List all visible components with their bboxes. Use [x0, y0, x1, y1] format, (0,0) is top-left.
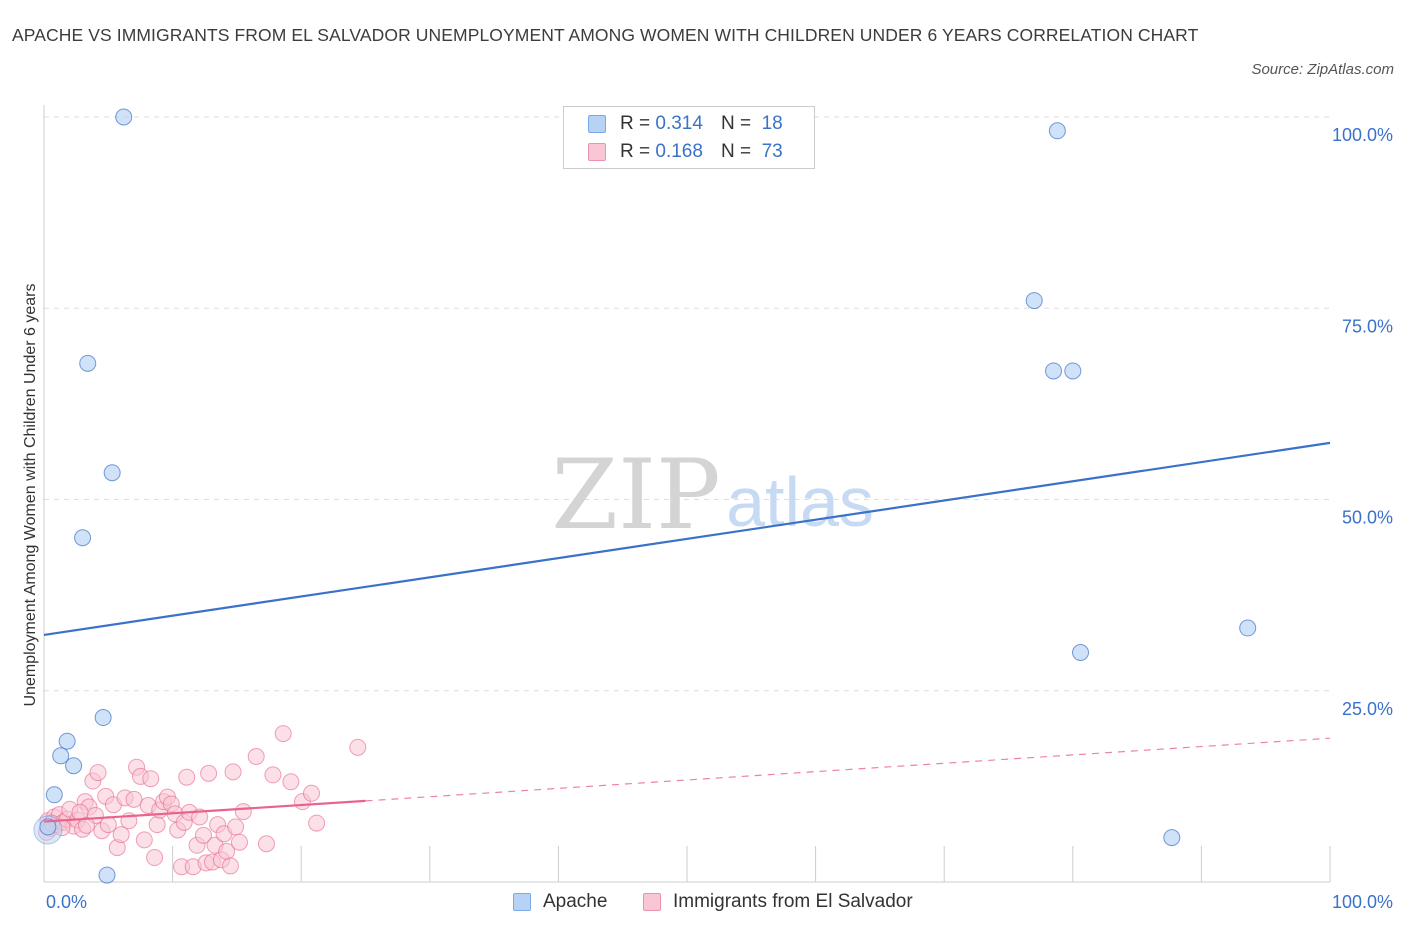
- elsalvador-r-value: 0.168: [655, 141, 703, 162]
- axis-layer: [43, 105, 1331, 883]
- apache-point: [1045, 362, 1063, 380]
- x-tick-label: 0.0%: [46, 892, 87, 912]
- apache-point: [74, 529, 92, 547]
- elsalvador-r-label: R =: [620, 141, 651, 162]
- elsalvador-point: [282, 773, 300, 791]
- elsalvador-trend-line: [43, 799, 366, 823]
- y-tick-label: 100.0%: [1332, 125, 1393, 145]
- trend-lines: [43, 441, 1331, 823]
- elsalvador-point: [234, 803, 252, 821]
- grid-layer: [44, 116, 1330, 692]
- elsalvador-point: [194, 826, 212, 844]
- elsalvador-point: [264, 766, 282, 784]
- y-tick-label: 75.0%: [1342, 316, 1393, 336]
- elsalvador-series: [38, 725, 367, 876]
- watermark-atlas: atlas: [726, 463, 874, 541]
- source-label: Source: ZipAtlas.com: [1251, 61, 1394, 78]
- apache-point: [45, 786, 63, 804]
- legend-row-apache: R = 0.314 N = 18: [588, 112, 783, 136]
- elsalvador-point: [302, 784, 320, 802]
- watermark-zip: ZIP: [551, 439, 720, 551]
- y-axis-label: Unemployment Among Women with Children U…: [22, 283, 39, 707]
- tick-labels: 25.0% 50.0% 75.0% 100.0% 0.0% 100.0%: [46, 125, 1393, 912]
- elsalvador-point: [247, 748, 265, 766]
- apache-n-label: N =: [720, 113, 752, 134]
- apache-point: [1048, 122, 1066, 140]
- elsalvador-point: [230, 833, 248, 851]
- apache-point: [1025, 292, 1043, 310]
- apache-r-label: R =: [620, 113, 651, 134]
- apache-point: [1163, 829, 1181, 847]
- apache-point: [65, 757, 83, 775]
- apache-point: [52, 747, 70, 765]
- y-tick-label: 25.0%: [1342, 699, 1393, 719]
- stats-legend: R = 0.314 N = 18 R = 0.168 N = 73: [563, 106, 815, 169]
- elsalvador-n-label: N =: [720, 141, 752, 162]
- apache-trend-line: [43, 441, 1331, 636]
- elsalvador-point: [308, 814, 326, 832]
- bottom-legend-elsalvador: Immigrants from El Salvador: [643, 889, 913, 915]
- y-tick-label: 50.0%: [1342, 508, 1393, 528]
- elsalvador-point: [191, 808, 209, 826]
- elsalvador-point: [224, 763, 242, 781]
- chart-title: APACHE VS IMMIGRANTS FROM EL SALVADOR UN…: [12, 25, 1199, 45]
- bottom-apache-label: Apache: [543, 891, 608, 912]
- elsalvador-point: [257, 835, 275, 853]
- apache-point: [79, 354, 97, 372]
- elsalvador-point: [142, 770, 160, 788]
- elsalvador-point: [125, 790, 143, 808]
- x-tick-label: 100.0%: [1332, 892, 1393, 912]
- elsalvador-point: [227, 818, 245, 836]
- elsalvador-point: [349, 738, 367, 756]
- elsalvador-swatch: [588, 143, 606, 161]
- apache-point: [39, 818, 57, 836]
- apache-series: [33, 108, 1257, 884]
- apache-point: [115, 108, 133, 126]
- elsalvador-point: [221, 857, 239, 875]
- elsalvador-point: [178, 768, 196, 786]
- bottom-elsalvador-label: Immigrants from El Salvador: [673, 891, 913, 912]
- bottom-apache-swatch: [513, 893, 531, 911]
- elsalvador-n-value: 73: [761, 141, 783, 162]
- elsalvador-point: [148, 816, 166, 834]
- apache-point: [1064, 362, 1082, 380]
- apache-point: [94, 709, 112, 727]
- watermark: ZIP atlas: [551, 439, 874, 551]
- apache-point: [1239, 619, 1257, 637]
- apache-point: [98, 866, 116, 884]
- elsalvador-point: [135, 831, 153, 849]
- elsalvador-point: [112, 826, 130, 844]
- legend-row-elsalvador: R = 0.168 N = 73: [588, 140, 783, 164]
- apache-r-value: 0.314: [655, 113, 703, 134]
- elsalvador-point: [200, 764, 218, 782]
- bottom-elsalvador-swatch: [643, 893, 661, 911]
- bottom-legend-apache: Apache: [513, 889, 607, 915]
- apache-point: [1072, 644, 1090, 661]
- elsalvador-point: [274, 725, 292, 743]
- apache-swatch: [588, 115, 606, 133]
- apache-point: [103, 464, 121, 482]
- elsalvador-trend-extension: [365, 737, 1331, 802]
- elsalvador-point: [77, 816, 95, 834]
- elsalvador-point: [89, 764, 107, 782]
- apache-point: [58, 732, 76, 750]
- elsalvador-point: [146, 849, 164, 867]
- apache-n-value: 18: [761, 113, 783, 134]
